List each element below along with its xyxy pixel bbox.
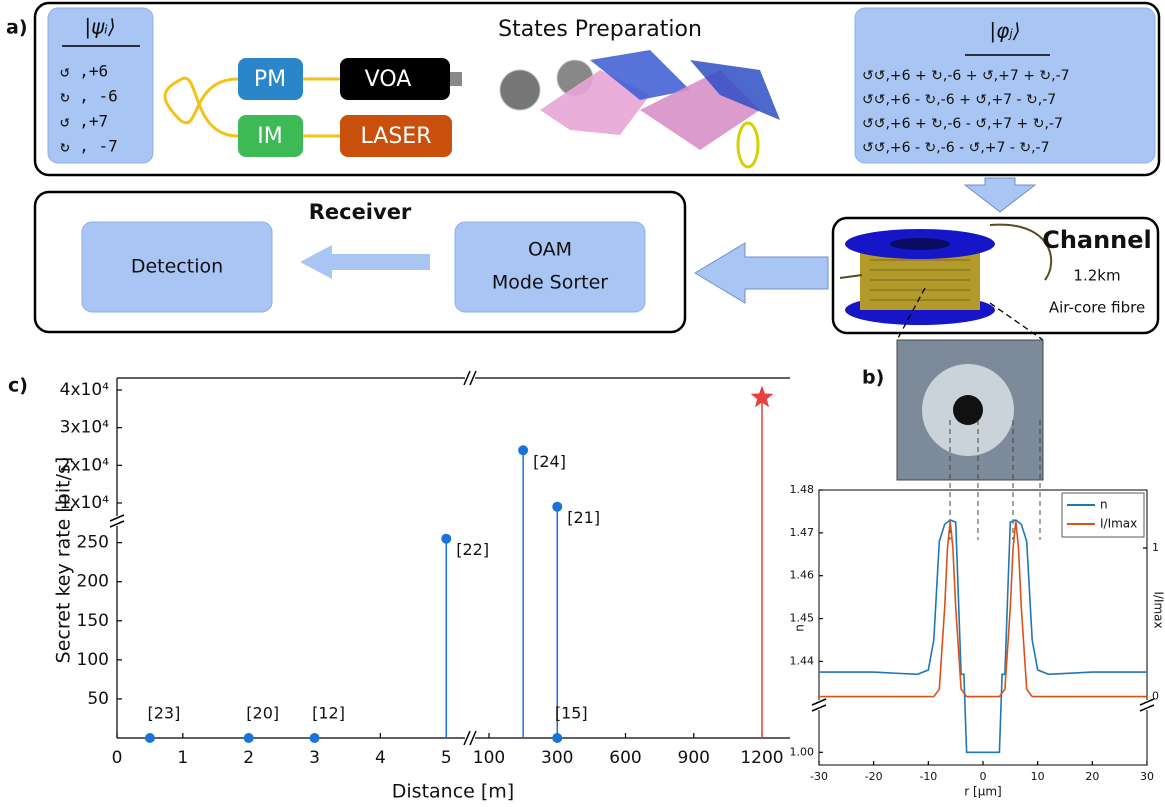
x-tick-label: 100 [473, 748, 505, 768]
figure: a) States Preparation |ψᵢ⟩ ↺ ,+6 ↻ , -6 … [0, 0, 1165, 807]
sorter-box [455, 222, 645, 312]
point [244, 733, 254, 743]
state-row: ↺↺,+6 + ↻,-6 - ↺,+7 + ↻,-7 [862, 116, 1063, 132]
x-tick-label: -30 [810, 770, 828, 783]
point-label: [15] [555, 704, 588, 723]
y2-axis-label: I/Imax [1152, 591, 1165, 628]
y-tick-label: 1.48 [790, 483, 815, 496]
section-title: Receiver [309, 200, 412, 224]
y-tick-label: 1.47 [790, 526, 815, 539]
state-row: ↺↺,+6 + ↻,-6 + ↺,+7 + ↻,-7 [862, 68, 1070, 84]
panel-label: c) [8, 375, 28, 397]
y-tick-label: 1.45 [790, 612, 815, 625]
x-tick-label: 30 [1140, 770, 1154, 783]
component-label: IM [257, 124, 282, 149]
point [441, 534, 451, 544]
state-row: ↻ , -6 [60, 87, 118, 106]
y-tick-label: 1.44 [790, 654, 815, 667]
y-tick-label: 4x10⁴ [60, 380, 110, 400]
y-tick-label: 3x10⁴ [60, 418, 110, 438]
x-tick-label: 2 [243, 748, 254, 768]
channel-title: Channel [1042, 226, 1152, 254]
component-label: VOA [365, 67, 412, 92]
x-tick-label: 1 [177, 748, 188, 768]
y-tick-label: 1.46 [790, 569, 815, 582]
emitter [450, 72, 462, 86]
point-label: [24] [533, 452, 566, 471]
point [552, 733, 562, 743]
arrow-left-large [695, 243, 828, 303]
section-title: States Preparation [498, 17, 702, 42]
y-tick-label: 100 [77, 650, 109, 670]
channel-fibre: Air-core fibre [1049, 299, 1145, 317]
point-label: [20] [246, 704, 279, 723]
state-row: ↺↺,+6 - ↻,-6 - ↺,+7 - ↻,-7 [862, 140, 1050, 156]
x-tick-label: -10 [919, 770, 937, 783]
input-states-title: |ψᵢ⟩ [84, 15, 115, 39]
y2-tick-label: 1 [1152, 541, 1159, 554]
x-tick-label: 300 [541, 748, 573, 768]
output-states-title: |φⱼ⟩ [989, 19, 1020, 43]
y-tick-label: 1.00 [790, 745, 815, 758]
x-tick-label: 10 [1031, 770, 1045, 783]
y-tick-label: 150 [77, 611, 109, 631]
component-label: PM [254, 67, 286, 92]
channel-length: 1.2km [1073, 267, 1120, 285]
panel-label: b) [862, 367, 884, 389]
panel-label: a) [6, 17, 28, 39]
x-axis-label: Distance [m] [392, 781, 514, 803]
legend-label: n [1100, 498, 1108, 512]
point [552, 502, 562, 512]
point-label: [12] [312, 704, 345, 723]
point-label: [21] [567, 508, 600, 527]
component-label: LASER [361, 124, 432, 149]
point [310, 733, 320, 743]
series-line [819, 520, 1147, 752]
x-tick-label: 4 [375, 748, 386, 768]
x-tick-label: -20 [865, 770, 883, 783]
point [518, 445, 528, 455]
state-row: ↺ ,+7 [60, 112, 108, 131]
state-row: ↻ , -7 [60, 137, 118, 156]
y-tick-label: 50 [87, 689, 109, 709]
point [145, 733, 155, 743]
y-axis-label: Secret key rate [bit/s] [53, 457, 75, 664]
y-axis-label: n [793, 624, 807, 632]
x-tick-label: 900 [678, 748, 710, 768]
state-row: ↺ ,+6 [60, 62, 108, 81]
sorter-label: Mode Sorter [492, 272, 608, 294]
y-tick-label: 250 [77, 533, 109, 553]
x-tick-label: 0 [112, 748, 123, 768]
x-tick-label: 1200 [740, 748, 783, 768]
state-row: ↺↺,+6 - ↻,-6 + ↺,+7 - ↻,-7 [862, 92, 1056, 108]
x-tick-label: 3 [309, 748, 320, 768]
x-tick-label: 600 [609, 748, 641, 768]
x-axis-label: r [µm] [964, 785, 1001, 799]
detection-label: Detection [131, 256, 223, 278]
y-tick-label: 200 [77, 572, 109, 592]
point-label: [23] [148, 704, 181, 723]
sorter-label: OAM [528, 239, 572, 261]
legend-label: I/Imax [1100, 517, 1137, 531]
series-line [819, 521, 1147, 696]
point-label: [22] [456, 540, 489, 559]
x-tick-label: 0 [980, 770, 987, 783]
arrow-down [965, 178, 1035, 212]
x-tick-label: 20 [1085, 770, 1099, 783]
y2-tick-label: 0 [1152, 690, 1159, 703]
x-tick-label: 5 [441, 748, 452, 768]
